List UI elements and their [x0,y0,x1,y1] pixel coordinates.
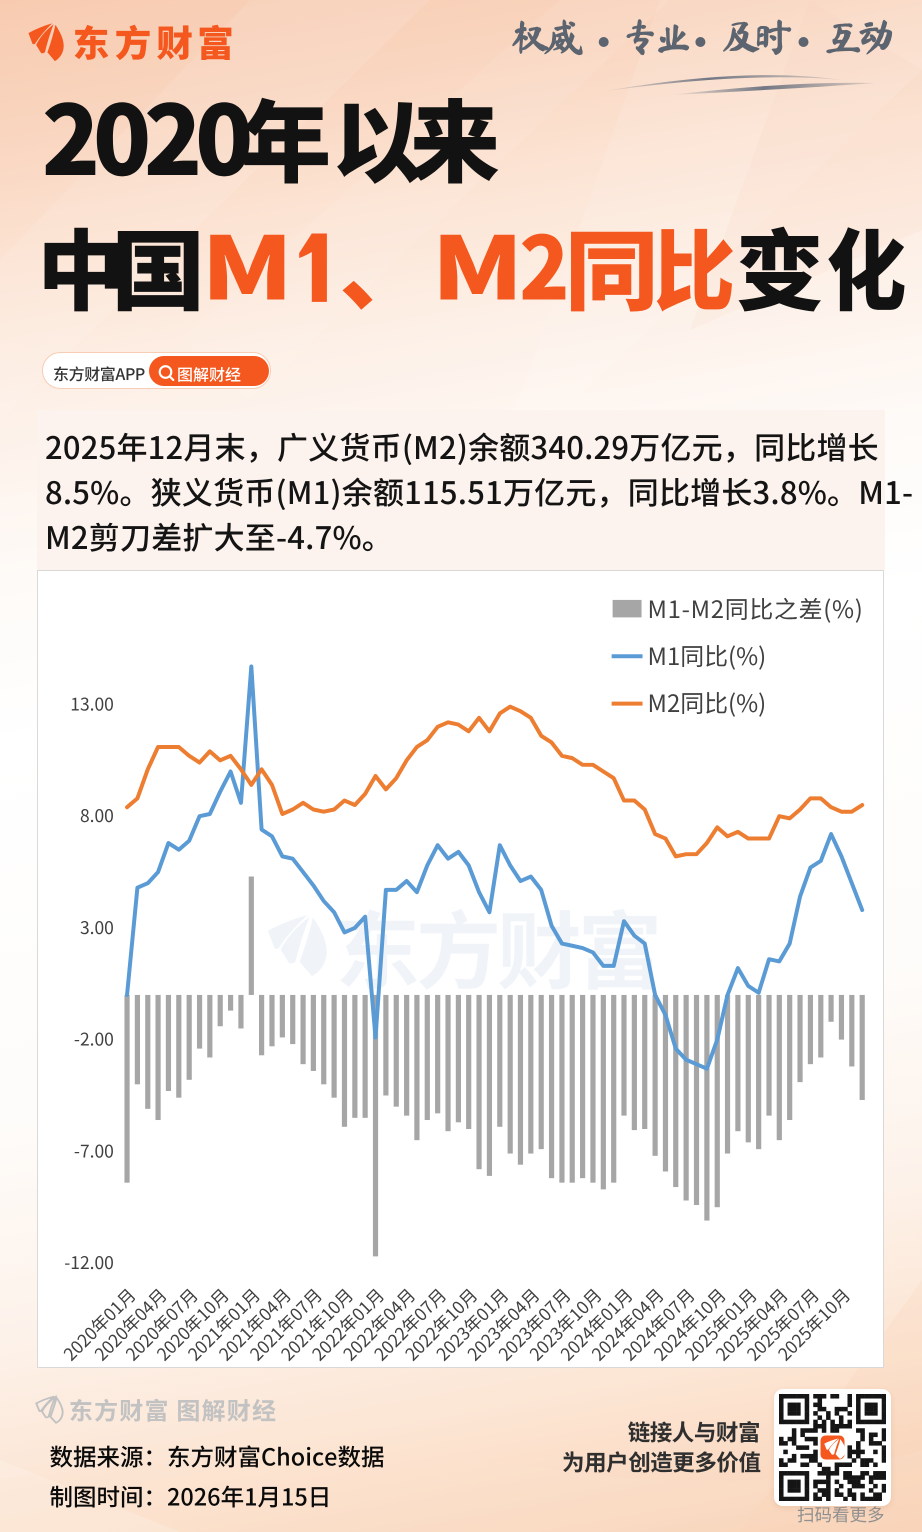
svg-text:扫码看更多: 扫码看更多 [797,1502,885,1527]
svg-text:以: 以 [332,71,422,201]
svg-text:为用户创造更多价值: 为用户创造更多价值 [562,1445,760,1477]
svg-text:来: 来 [410,71,500,201]
svg-text:权威: 权威 [511,17,583,56]
svg-text:2020: 2020 [42,64,250,203]
svg-text:同: 同 [565,202,659,329]
svg-text:东方财富: 东方财富 [335,885,658,1007]
svg-text:制图时间：2026年1月15日: 制图时间：2026年1月15日 [50,1478,332,1512]
svg-text:3.00: 3.00 [80,915,114,940]
svg-text:变: 变 [736,202,824,329]
svg-text:互动: 互动 [823,17,892,56]
svg-text:-12.00: -12.00 [64,1250,114,1275]
svg-text:2: 2 [519,200,569,326]
svg-text:M: M [432,200,524,326]
svg-text:链接人与财富: 链接人与财富 [628,1415,760,1447]
svg-text:年: 年 [241,71,331,201]
svg-text:M1-M2同比之差(%): M1-M2同比之差(%) [648,590,864,625]
svg-text:国: 国 [111,202,205,329]
svg-text:数据来源：东方财富Choice数据: 数据来源：东方财富Choice数据 [50,1438,385,1472]
svg-text:及时: 及时 [722,17,792,56]
svg-text:化: 化 [827,202,907,329]
svg-text:专业: 专业 [621,17,690,56]
svg-text:M: M [201,200,293,326]
svg-text:富: 富 [197,15,234,68]
svg-text:8.00: 8.00 [80,803,114,828]
svg-text:东方财富APP: 东方财富APP [53,361,145,385]
svg-text:中: 中 [37,202,125,329]
svg-text:比: 比 [654,202,735,329]
svg-text:M2同比(%): M2同比(%) [648,684,767,719]
svg-text:方: 方 [115,15,152,68]
svg-text:-7.00: -7.00 [74,1138,114,1163]
svg-text:东: 东 [73,15,110,68]
svg-text:图解财经: 图解财经 [177,362,241,386]
svg-text:、: 、 [340,202,428,329]
svg-text:财: 财 [156,15,193,68]
svg-text:-2.00: -2.00 [74,1027,114,1052]
svg-text:东方财富 图解财经: 东方财富 图解财经 [69,1392,277,1427]
svg-text:M1同比(%): M1同比(%) [648,637,767,672]
svg-text:13.00: 13.00 [70,691,114,716]
